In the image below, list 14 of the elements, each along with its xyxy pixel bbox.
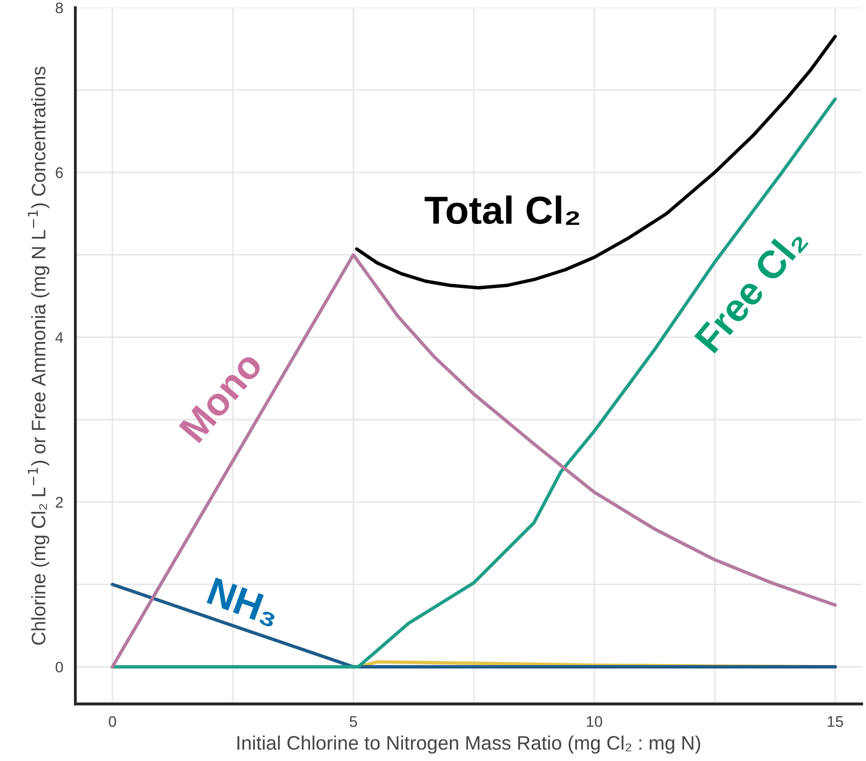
y-tick-label: 4 [55,332,64,343]
y-tick-label: 6 [56,167,63,178]
x-tick-label: 5 [350,716,357,727]
series-label: Total Cl₂ [424,195,580,225]
x-axis-title: Initial Chlorine to Nitrogen Mass Ratio (mg Cl₂ : mg N) [237,736,700,754]
x-tick-label: 0 [108,716,116,727]
x-tick-label: 10 [586,716,602,727]
x-tick-label: 15 [828,716,844,727]
y-tick-label: 2 [56,496,63,508]
text: NH₃ [206,578,281,628]
y-tick-label: 0 [56,662,63,673]
y-axis-title: Chlorine (mg Cl₂ L$^{−1}$) or Free Ammonia (mg N L$^{−1}$) Concentrations [28,66,50,645]
y-tick-label: 8 [56,2,63,14]
line-series [110,97,837,669]
